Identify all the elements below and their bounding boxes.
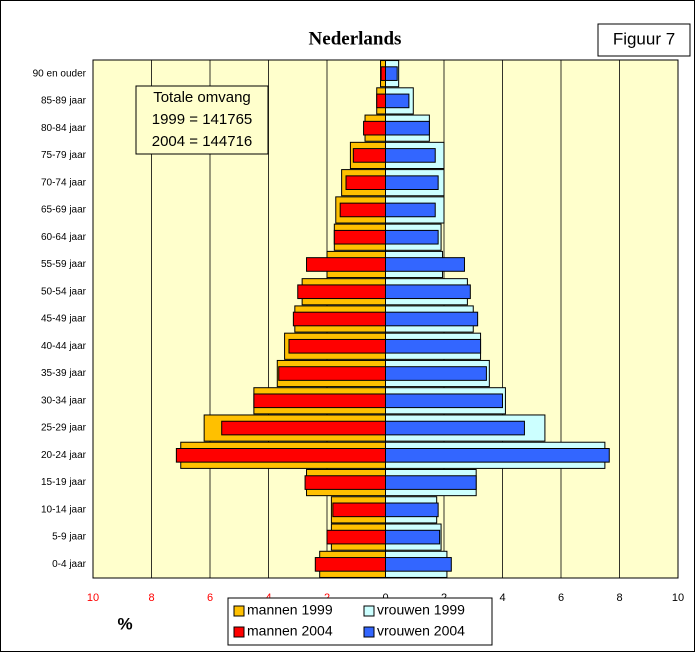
bar (385, 66, 398, 81)
bar (385, 311, 479, 327)
annotation-text: 1999 = 141765 (152, 111, 253, 128)
bar (385, 529, 441, 545)
x-tick-label: 8 (616, 592, 622, 604)
legend-box (227, 597, 493, 646)
y-tick-label: 45-49 jaar (41, 314, 87, 325)
bar (385, 420, 525, 436)
bar (385, 475, 477, 490)
y-tick-label: 0-4 jaar (52, 559, 87, 570)
y-tick-label: 85-89 jaar (41, 96, 87, 107)
y-tick-label: 50-54 jaar (41, 286, 87, 297)
bar (385, 284, 471, 300)
bar (278, 366, 386, 381)
x-tick-label: 6 (558, 592, 564, 604)
bar (385, 148, 436, 163)
y-tick-label: 40-44 jaar (41, 341, 87, 352)
y-tick-label: 75-79 jaar (41, 150, 87, 161)
bar (288, 338, 387, 354)
y-tick-label: 80-84 jaar (41, 123, 87, 134)
bar (175, 448, 386, 463)
bar (385, 93, 410, 109)
y-tick-label: 10-14 jaar (41, 504, 87, 515)
bar (292, 311, 386, 327)
x-axis-label: % (117, 614, 132, 633)
bar (385, 229, 439, 245)
y-tick-label: 30-34 jaar (41, 395, 87, 406)
legend-swatch (233, 605, 245, 617)
bar (253, 393, 386, 409)
bar (306, 257, 386, 272)
bar (332, 502, 387, 518)
bar (297, 284, 386, 300)
figure-box (597, 23, 691, 57)
bar (339, 202, 387, 218)
bar (380, 66, 386, 81)
x-tick-label: 10 (672, 592, 684, 604)
bar (385, 502, 439, 518)
bar (385, 557, 452, 572)
bar (385, 393, 503, 409)
bar (221, 420, 386, 436)
bar (385, 120, 430, 136)
y-tick-label: 25-29 jaar (41, 423, 87, 434)
bar (352, 148, 387, 163)
annotation-box (135, 85, 269, 155)
bar (385, 175, 439, 191)
bar (385, 338, 482, 354)
bar (333, 229, 386, 245)
bar (385, 448, 610, 463)
x-tick-label: 4 (499, 592, 505, 604)
y-tick-label: 65-69 jaar (41, 205, 87, 216)
bar (304, 475, 386, 490)
y-tick-label: 70-74 jaar (41, 177, 87, 188)
legend-swatch (233, 626, 245, 638)
bar (363, 120, 386, 136)
bar (385, 257, 465, 272)
legend-label: mannen 2004 (247, 623, 333, 639)
annotation-text: Totale omvang (153, 89, 251, 106)
legend-label: vrouwen 1999 (377, 602, 465, 618)
y-tick-label: 15-19 jaar (41, 477, 87, 488)
bar (385, 366, 487, 381)
bar (345, 175, 387, 191)
y-tick-label: 55-59 jaar (41, 259, 87, 270)
y-tick-label: 35-39 jaar (41, 368, 87, 379)
x-tick-label: 10 (87, 592, 99, 604)
y-tick-label: 20-24 jaar (41, 450, 87, 461)
x-tick-label: 8 (148, 592, 154, 604)
bar (385, 202, 436, 218)
legend-label: vrouwen 2004 (377, 623, 465, 639)
legend-label: mannen 1999 (247, 602, 333, 618)
y-tick-label: 5-9 jaar (52, 532, 87, 543)
figure-label: Figuur 7 (613, 29, 675, 48)
y-tick-label: 90 en ouder (33, 68, 87, 79)
bar (314, 557, 386, 572)
bar (326, 529, 386, 545)
bar (376, 93, 387, 109)
x-tick-label: 6 (207, 592, 213, 604)
annotation-text: 2004 = 144716 (152, 133, 253, 150)
legend-swatch (363, 605, 375, 617)
y-tick-label: 60-64 jaar (41, 232, 87, 243)
legend-swatch (363, 626, 375, 638)
chart-title: Nederlands (309, 28, 402, 49)
